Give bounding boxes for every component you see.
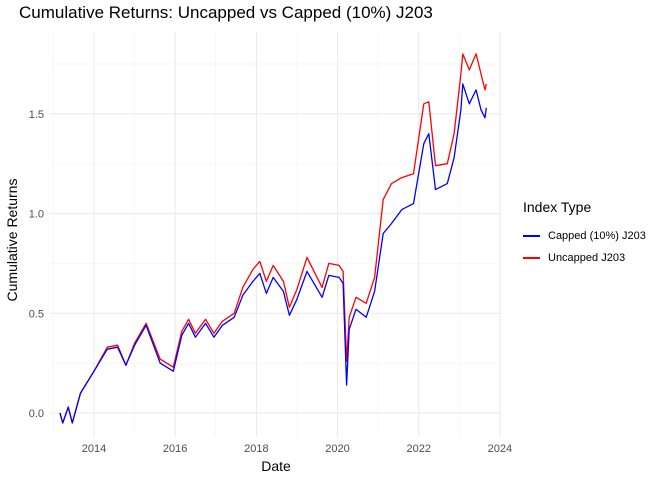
chart-title: Cumulative Returns: Uncapped vs Capped (…: [19, 3, 433, 22]
legend-item-capped: Capped (10%) J203: [523, 225, 646, 247]
legend-title: Index Type: [523, 199, 592, 215]
y-tick-label: 0.5: [29, 308, 44, 320]
legend: Index Type Capped (10%) J203 Uncapped J2…: [523, 199, 646, 269]
minor-gridlines: [50, 32, 502, 437]
x-tick-label: 2020: [325, 443, 349, 455]
legend-key-uncapped: [523, 257, 540, 259]
y-tick-label: 1.0: [29, 209, 44, 221]
legend-label-capped: Capped (10%) J203: [548, 230, 646, 242]
y-tick-label: 0.0: [29, 408, 44, 420]
series-line-capped: [59, 83, 487, 424]
major-gridlines: [50, 32, 502, 437]
y-tick-label: 1.5: [29, 109, 44, 121]
x-tick-label: 2018: [244, 443, 268, 455]
legend-label-uncapped: Uncapped J203: [548, 252, 626, 264]
x-tick-label: 2022: [407, 443, 431, 455]
x-tick-label: 2024: [488, 443, 512, 455]
series-line-uncapped: [59, 53, 487, 424]
legend-key-capped: [523, 235, 540, 237]
x-axis-title: Date: [261, 458, 291, 474]
x-axis-tick-labels: 2014 2016 2018 2020 2022 2024: [82, 443, 512, 455]
series-layer: [59, 53, 487, 424]
y-axis-title: Cumulative Returns: [4, 179, 20, 302]
legend-item-uncapped: Uncapped J203: [523, 247, 646, 269]
y-axis-tick-labels: 0.0 0.5 1.0 1.5: [29, 109, 44, 420]
x-tick-label: 2016: [163, 443, 187, 455]
x-tick-label: 2014: [82, 443, 106, 455]
